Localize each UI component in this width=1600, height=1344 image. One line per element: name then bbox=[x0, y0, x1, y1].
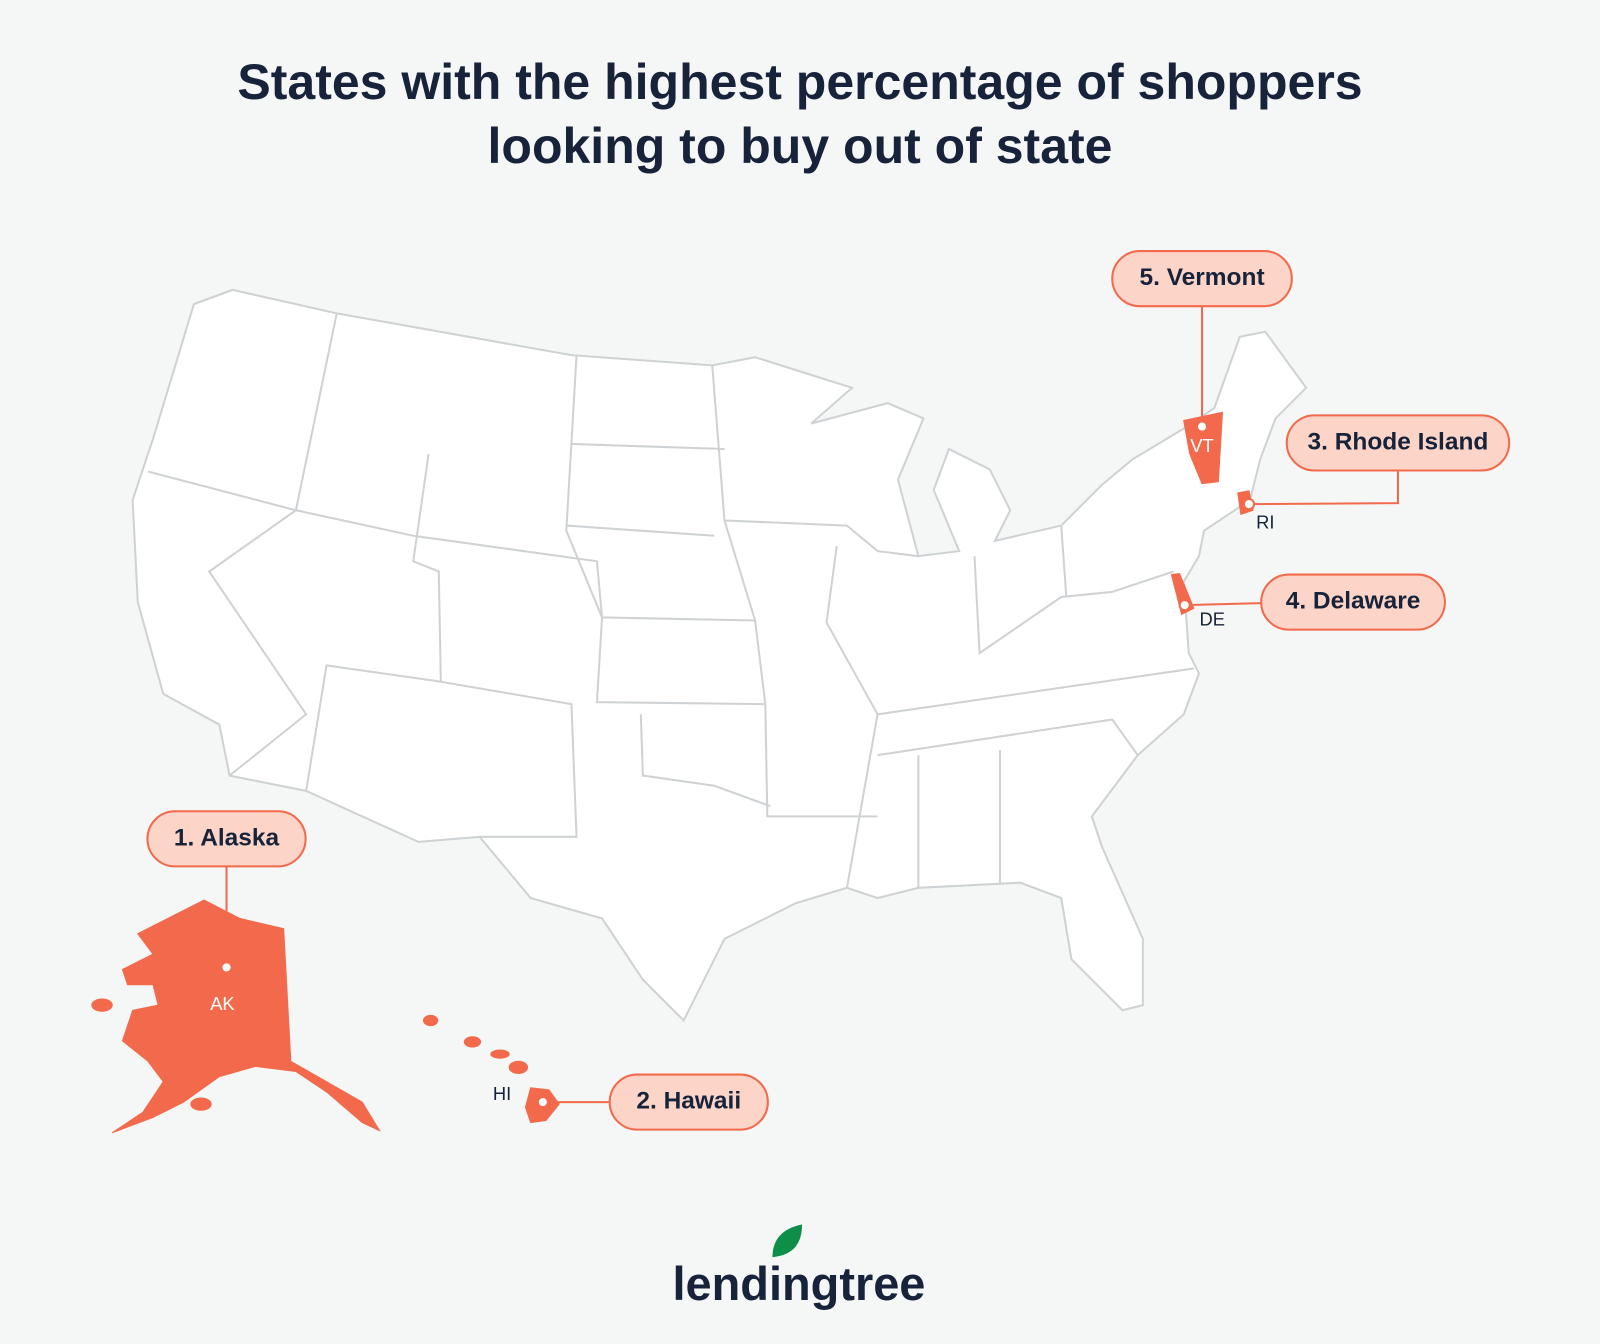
callout-pill bbox=[1111, 250, 1293, 308]
callout-dot bbox=[1195, 420, 1209, 433]
callout-dot bbox=[1242, 498, 1256, 511]
state-borders bbox=[147, 313, 1195, 888]
state-abbreviation: AK bbox=[210, 993, 235, 1014]
state-hi-island bbox=[508, 1060, 529, 1075]
connector-line bbox=[1184, 602, 1262, 607]
map-title: States with the highest percentage of sh… bbox=[237, 54, 1363, 174]
state-abbreviation: RI bbox=[1256, 511, 1274, 532]
highlighted-states bbox=[91, 411, 1254, 1134]
state-abbreviation: HI bbox=[493, 1083, 511, 1104]
callout-label: 2. Hawaii bbox=[636, 1088, 741, 1115]
callout-pill bbox=[1285, 414, 1511, 472]
state-ak-island bbox=[91, 998, 113, 1012]
state-abbreviation: DE bbox=[1199, 608, 1225, 629]
callout-pill bbox=[1260, 573, 1446, 631]
state-hi-island bbox=[490, 1049, 510, 1059]
state-hi-island bbox=[422, 1014, 439, 1027]
callout-dot bbox=[1178, 599, 1191, 612]
state-abbreviation: VT bbox=[1190, 435, 1213, 456]
logo-text: lendingtree bbox=[673, 1258, 926, 1310]
callouts: 1. Alaska AK 2. Hawaii HI 3. Rhode Island RI 4… bbox=[146, 250, 1511, 1131]
state-ak-island bbox=[190, 1097, 212, 1111]
callout-pill bbox=[608, 1073, 769, 1131]
state-ak bbox=[111, 899, 381, 1134]
logo: lendingtree bbox=[673, 1224, 926, 1310]
callout-label: 4. Delaware bbox=[1286, 588, 1421, 615]
state-hi-island bbox=[463, 1036, 482, 1048]
us-map bbox=[131, 288, 1308, 1023]
callout-dot bbox=[220, 961, 233, 974]
connector-line bbox=[1248, 470, 1399, 506]
callout-label: 5. Vermont bbox=[1139, 264, 1264, 291]
logo-leaf bbox=[772, 1224, 803, 1258]
callout-pill bbox=[146, 810, 307, 868]
callout-dot bbox=[536, 1095, 549, 1109]
contiguous-us bbox=[131, 288, 1308, 1023]
callout-label: 3. Rhode Island bbox=[1308, 428, 1489, 455]
state-vt bbox=[1183, 411, 1223, 485]
callout-label: 1. Alaska bbox=[174, 824, 280, 851]
